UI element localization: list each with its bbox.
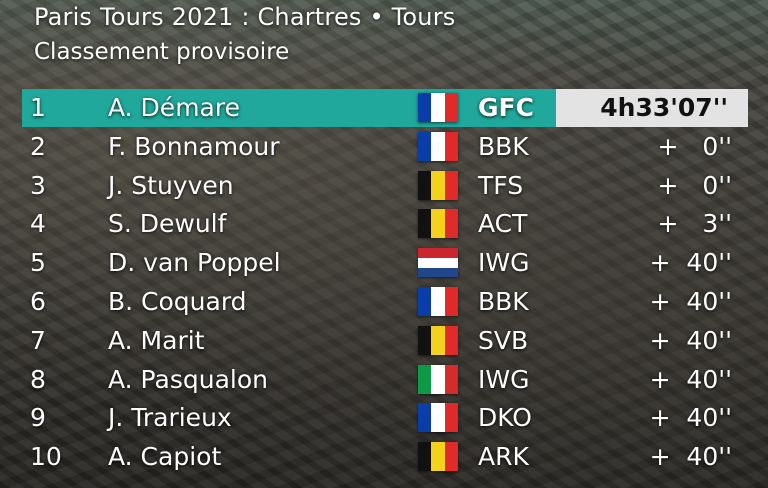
flag-fra-icon bbox=[418, 403, 458, 433]
rider-position: 8 bbox=[30, 364, 46, 394]
flag-bel-icon bbox=[418, 442, 458, 472]
standing-row: 7 A. Marit SVB + 40'' bbox=[22, 322, 748, 360]
rider-position: 2 bbox=[30, 131, 46, 161]
team-code: GFC bbox=[478, 93, 534, 122]
flag-ned-icon bbox=[418, 248, 458, 278]
rider-name: J. Stuyven bbox=[108, 170, 234, 200]
time-gap: + 0'' bbox=[657, 170, 732, 200]
rider-name: B. Coquard bbox=[108, 287, 247, 316]
flag-fra-icon bbox=[418, 131, 458, 161]
rider-position: 10 bbox=[30, 442, 62, 472]
flag-fra-icon bbox=[418, 287, 458, 316]
rider-name: J. Trarieux bbox=[108, 403, 232, 433]
team-code: BBK bbox=[478, 287, 529, 316]
rider-position: 1 bbox=[30, 93, 46, 122]
rider-name: S. Dewulf bbox=[108, 209, 227, 239]
flag-bel-icon bbox=[418, 209, 458, 239]
rider-position: 9 bbox=[30, 403, 46, 433]
rider-name: D. van Poppel bbox=[108, 248, 281, 278]
rider-position: 3 bbox=[30, 170, 46, 200]
time-gap: + 0'' bbox=[657, 131, 732, 161]
rider-name: A. Démare bbox=[108, 93, 240, 122]
rider-name: A. Pasqualon bbox=[108, 364, 268, 394]
time-gap: + 40'' bbox=[649, 248, 732, 278]
rider-name: F. Bonnamour bbox=[108, 131, 280, 161]
flag-ita-icon bbox=[418, 364, 458, 394]
team-code: DKO bbox=[478, 403, 532, 433]
rider-position: 6 bbox=[30, 287, 46, 316]
leader-time-box bbox=[556, 89, 748, 127]
team-code: TFS bbox=[478, 170, 524, 200]
standing-row: 4 S. Dewulf ACT + 3'' bbox=[22, 205, 748, 243]
standing-row: 3 J. Stuyven TFS + 0'' bbox=[22, 167, 748, 205]
rider-position: 7 bbox=[30, 325, 46, 355]
team-code: ARK bbox=[478, 442, 529, 472]
flag-fra-icon bbox=[418, 93, 458, 122]
standing-row: 8 A. Pasqualon IWG + 40'' bbox=[22, 361, 748, 399]
rider-name: A. Capiot bbox=[108, 442, 222, 472]
standing-row: 2 F. Bonnamour BBK + 0'' bbox=[22, 128, 748, 166]
team-code: ACT bbox=[478, 209, 528, 239]
rider-name: A. Marit bbox=[108, 325, 205, 355]
team-code: IWG bbox=[478, 364, 530, 394]
rider-position: 5 bbox=[30, 248, 46, 278]
standing-row: 5 D. van Poppel IWG + 40'' bbox=[22, 244, 748, 282]
leader-row: 1 A. Démare GFC 4h33'07'' bbox=[22, 89, 748, 127]
time-gap: + 3'' bbox=[657, 209, 732, 239]
time-gap: + 40'' bbox=[649, 364, 732, 394]
team-code: BBK bbox=[478, 131, 529, 161]
time-gap: + 40'' bbox=[649, 442, 732, 472]
classification-subtitle: Classement provisoire bbox=[34, 39, 290, 65]
time-gap: + 40'' bbox=[649, 287, 732, 316]
flag-bel-icon bbox=[418, 325, 458, 355]
standing-row: 6 B. Coquard BBK + 40'' bbox=[22, 283, 748, 321]
race-title: Paris Tours 2021 : Chartres • Tours bbox=[34, 3, 456, 31]
rider-position: 4 bbox=[30, 209, 46, 239]
team-code: SVB bbox=[478, 325, 529, 355]
time-gap: + 40'' bbox=[649, 325, 732, 355]
team-code: IWG bbox=[478, 248, 530, 278]
time-gap: + 40'' bbox=[649, 403, 732, 433]
standing-row: 9 J. Trarieux DKO + 40'' bbox=[22, 399, 748, 437]
standing-row: 10 A. Capiot ARK + 40'' bbox=[22, 438, 748, 476]
winning-time: 4h33'07'' bbox=[600, 93, 728, 122]
flag-bel-icon bbox=[418, 170, 458, 200]
